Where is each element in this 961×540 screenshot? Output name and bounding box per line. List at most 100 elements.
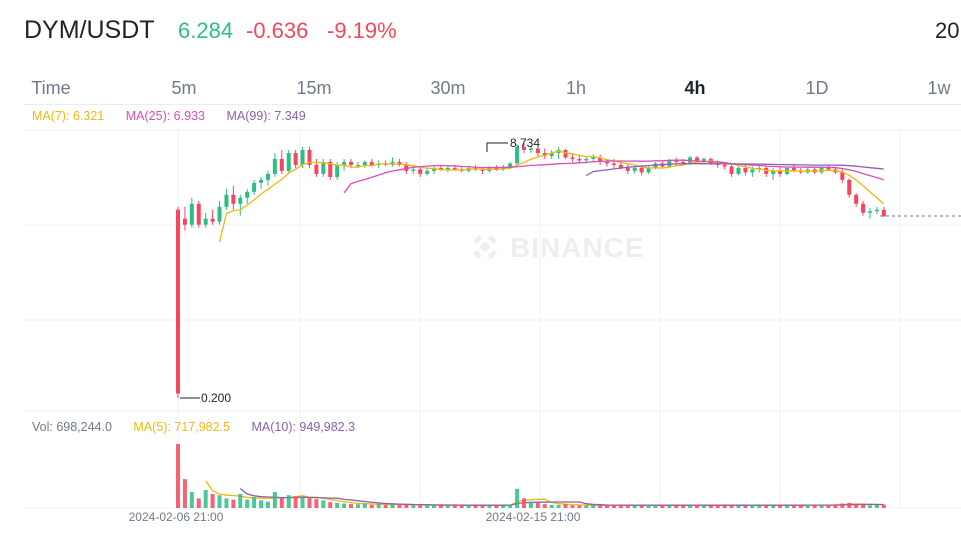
x-tick-label: 2024-02-06 21:00 — [129, 510, 224, 524]
candle — [425, 167, 430, 176]
volume-bar — [217, 495, 222, 508]
candle-body — [182, 218, 187, 225]
low-label: 0.200 — [201, 391, 231, 405]
candle-body — [729, 166, 734, 174]
volume-bar — [743, 505, 748, 508]
volume-bar — [598, 505, 603, 508]
volume-bar — [176, 444, 180, 508]
candle-body — [265, 173, 270, 180]
candle — [293, 149, 298, 168]
volume-bar — [196, 498, 201, 508]
volume-bar — [881, 504, 886, 508]
candle-body — [362, 161, 367, 165]
candle — [542, 148, 547, 159]
volume-bar — [549, 504, 554, 508]
volume-legend: Vol: 698,244.0 MA(5): 717,982.5 MA(10): … — [32, 420, 373, 434]
candle-body — [293, 152, 298, 165]
candle-body — [210, 218, 215, 222]
tab-1d[interactable]: 1D — [805, 78, 829, 98]
volume-bar — [369, 504, 374, 508]
candle-body — [674, 160, 679, 162]
volume-bar — [653, 505, 658, 508]
volume-bar — [522, 498, 526, 508]
volume-bar — [238, 493, 243, 508]
candle-body — [307, 149, 312, 165]
volume-bar — [681, 504, 686, 508]
volume-bar — [868, 505, 872, 508]
tab-time[interactable]: Time — [31, 78, 71, 98]
x-axis-labels: 2024-02-06 21:00 2024-02-15 21:00 — [129, 510, 581, 524]
tab-5m[interactable]: 5m — [171, 78, 197, 98]
candle — [881, 206, 886, 218]
tab-1w[interactable]: 1w — [927, 78, 951, 98]
volume-bar — [701, 505, 706, 508]
volume-bar — [293, 496, 298, 508]
volume-bar — [805, 504, 810, 508]
candle-body — [549, 152, 554, 156]
volume-bar — [556, 504, 561, 508]
candle-body — [252, 182, 257, 192]
candle — [321, 158, 326, 177]
volume-bar — [376, 504, 381, 508]
volume-bar — [231, 499, 236, 508]
candle-body — [452, 167, 457, 170]
candle — [764, 166, 769, 177]
volume-bar — [203, 490, 208, 508]
candle-body — [771, 170, 776, 174]
ma99-line — [585, 162, 884, 177]
candle-body — [778, 170, 783, 174]
candle-body — [528, 148, 533, 150]
candle — [556, 147, 561, 159]
candle — [176, 206, 180, 398]
candle-body — [238, 197, 243, 204]
volume-bar — [501, 505, 506, 508]
volume-bar — [252, 497, 257, 508]
candle — [729, 163, 734, 177]
candle-body — [328, 161, 333, 177]
volume-bar — [432, 505, 437, 508]
tab-4h[interactable]: 4h — [684, 78, 706, 98]
candle — [272, 152, 277, 177]
candle-body — [480, 169, 485, 171]
candle-body — [847, 179, 852, 195]
candle-body — [653, 163, 658, 168]
tab-30m[interactable]: 30m — [430, 78, 466, 98]
candle-body — [625, 167, 630, 171]
candle-body — [840, 172, 845, 180]
tab-1h[interactable]: 1h — [565, 78, 587, 98]
volume-bar — [840, 503, 845, 508]
volume-bar — [279, 498, 284, 508]
candle — [252, 179, 257, 195]
candle — [771, 167, 776, 180]
candle — [362, 160, 367, 168]
candle-body — [176, 209, 180, 394]
tab-15m[interactable]: 15m — [296, 78, 332, 98]
candle-body — [854, 194, 859, 204]
candle — [203, 212, 208, 228]
candle — [265, 170, 270, 186]
volume-bar — [847, 502, 852, 508]
candle — [874, 206, 879, 215]
volume-bar — [688, 505, 693, 508]
candle — [625, 163, 630, 174]
volume-bar — [584, 505, 589, 508]
volume-bar — [874, 504, 879, 508]
volume-bar — [715, 504, 720, 508]
volume-bar — [272, 492, 277, 508]
candle — [279, 149, 284, 174]
candle-body — [605, 161, 610, 164]
candle-body — [750, 169, 755, 173]
candle-body — [881, 209, 886, 217]
candle-body — [646, 167, 651, 173]
candle-body — [695, 157, 699, 162]
volume-bar — [778, 504, 783, 508]
volume-bar — [826, 504, 831, 508]
volume-bar — [708, 505, 713, 508]
candle-body — [494, 167, 499, 170]
candle — [736, 166, 741, 176]
volume-bar — [750, 504, 755, 508]
trading-pair-title[interactable]: DYM/USDT — [24, 16, 155, 44]
volume-bar — [438, 504, 443, 508]
candle — [217, 200, 222, 225]
